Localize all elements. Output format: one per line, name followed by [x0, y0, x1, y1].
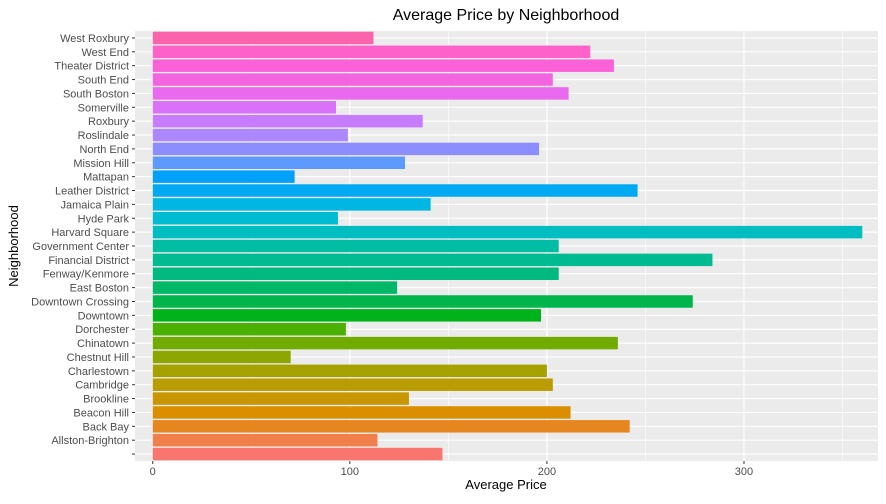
x-axis-ticks: 0 100 200 300	[150, 461, 753, 478]
bar	[152, 198, 431, 211]
bar	[152, 128, 348, 142]
bar	[152, 406, 571, 419]
y-tick-label: Beacon Hill	[73, 407, 129, 419]
bar	[152, 45, 591, 59]
bar	[152, 101, 337, 114]
x-tick-label: 0	[150, 466, 156, 478]
y-tick-label: Mission Hill	[73, 158, 129, 170]
bar	[152, 309, 541, 322]
bar	[152, 267, 559, 280]
y-tick-label: Back Bay	[83, 421, 130, 433]
y-tick-label: Mattapan	[83, 172, 129, 184]
y-tick-label: Downtown Crossing	[31, 296, 129, 308]
y-tick-label: Government Center	[32, 241, 129, 253]
chart-title: Average Price by Neighborhood	[393, 7, 620, 24]
bar	[152, 378, 553, 391]
bar	[152, 433, 378, 447]
bar	[152, 281, 398, 294]
y-tick-label: Fenway/Kenmore	[43, 269, 129, 281]
bar	[152, 295, 693, 308]
y-tick-label: Hyde Park	[78, 213, 130, 225]
bar	[152, 114, 423, 128]
bar	[152, 336, 618, 350]
x-axis-title: Average Price	[465, 477, 546, 492]
bar	[152, 170, 295, 183]
y-tick-label: Jamaica Plain	[61, 199, 129, 211]
y-tick-label: Charlestown	[68, 366, 129, 378]
y-tick-label: Downtown	[78, 310, 129, 322]
y-tick-label: Chinatown	[77, 338, 129, 350]
y-tick-label: Roxbury	[88, 116, 129, 128]
y-axis-ticks: Allston-Brighton Back Bay Beacon HillBrook…	[31, 33, 135, 455]
bar	[152, 87, 569, 100]
y-tick-label: East Boston	[70, 283, 129, 295]
bar	[152, 239, 559, 253]
bar	[152, 73, 553, 86]
bar	[152, 253, 713, 267]
bar	[152, 59, 614, 72]
bar	[152, 420, 630, 433]
y-tick-label: Theater District	[54, 61, 129, 73]
y-tick-label: Dorchester	[75, 324, 129, 336]
bar	[152, 156, 406, 170]
y-tick-label: South Boston	[63, 88, 129, 100]
bar	[152, 142, 540, 156]
y-tick-label: West Roxbury	[60, 33, 129, 45]
bar	[152, 31, 374, 45]
bar	[152, 225, 863, 239]
bar	[152, 184, 638, 197]
y-tick-label: Cambridge	[75, 380, 129, 392]
y-tick-label: Financial District	[48, 255, 129, 267]
y-tick-label: West End	[82, 47, 130, 59]
y-tick-label: North End	[79, 144, 129, 156]
y-tick-label: Harvard Square	[51, 227, 129, 239]
y-tick-label: Chestnut Hill	[67, 352, 129, 364]
bar	[152, 212, 338, 225]
bar	[152, 350, 291, 364]
y-tick-label: Somerville	[78, 102, 129, 114]
bar	[152, 392, 409, 405]
y-tick-label: Allston-Brighton	[51, 435, 129, 447]
x-tick-label: 300	[735, 466, 753, 478]
y-tick-label: Roslindale	[78, 130, 129, 142]
y-axis-title: Neighborhood	[6, 205, 21, 287]
bars	[152, 31, 863, 461]
bar	[152, 322, 346, 336]
y-tick-label: Brookline	[83, 394, 129, 406]
y-tick-label: Leather District	[55, 186, 129, 198]
x-tick-label: 100	[341, 466, 359, 478]
bar	[152, 447, 443, 461]
bar	[152, 364, 547, 378]
x-tick-label: 200	[538, 466, 556, 478]
y-tick-label: South End	[78, 75, 129, 87]
